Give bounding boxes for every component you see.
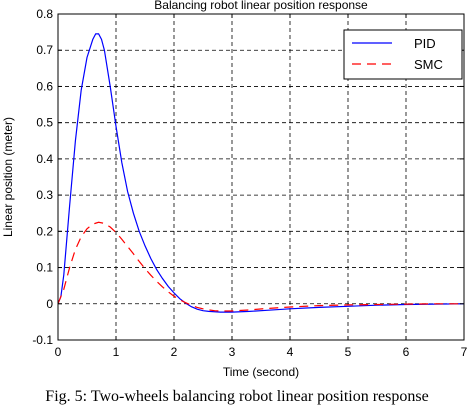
y-tick-label: 0.6 xyxy=(36,79,53,93)
y-axis-label: Linear position (meter) xyxy=(1,117,15,237)
y-tick-label: 0.7 xyxy=(36,43,53,57)
legend-label-smc: SMC xyxy=(414,57,443,72)
x-tick-label: 7 xyxy=(461,345,468,359)
x-tick-label: 6 xyxy=(403,345,410,359)
legend-box xyxy=(343,29,463,80)
plot-frame xyxy=(57,13,465,341)
x-tick-label: 1 xyxy=(113,345,120,359)
y-tick-label: 0.3 xyxy=(36,188,53,202)
y-tick-label: 0.2 xyxy=(36,224,53,238)
x-axis-label: Time (second) xyxy=(223,365,299,379)
x-tick-label: 0 xyxy=(55,345,62,359)
x-tick-label: 3 xyxy=(229,345,236,359)
data-series xyxy=(57,33,465,313)
legend-label-pid: PID xyxy=(414,36,436,51)
chart-title: Balancing robot linear position response xyxy=(154,0,368,12)
y-tick-label: -0.1 xyxy=(32,333,53,347)
legend: PID SMC xyxy=(343,29,463,80)
series-line-pid xyxy=(57,33,465,313)
axis-tick-labels: 0 1 2 3 4 5 6 7-0.100.10.20.30.40.50.60.70.8 xyxy=(32,7,467,359)
x-tick-label: 4 xyxy=(287,345,294,359)
figure-caption: Fig. 5: Two-wheels balancing robot linea… xyxy=(45,388,428,405)
x-tick-label: 5 xyxy=(345,345,352,359)
x-tick-label: 2 xyxy=(171,345,178,359)
y-tick-label: 0 xyxy=(46,297,53,311)
y-tick-label: 0.1 xyxy=(36,261,53,275)
series-line-smc xyxy=(57,221,464,312)
y-tick-label: 0.5 xyxy=(36,116,53,130)
y-tick-label: 0.4 xyxy=(36,152,53,166)
y-tick-label: 0.8 xyxy=(36,7,53,21)
